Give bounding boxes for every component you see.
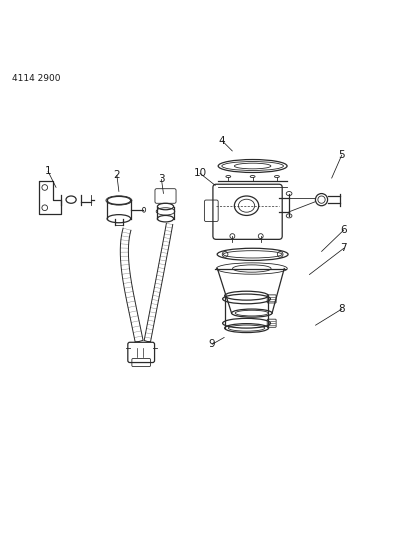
Text: 4: 4: [219, 136, 226, 146]
Text: 5: 5: [339, 150, 345, 160]
Text: 2: 2: [113, 171, 120, 180]
Text: 8: 8: [339, 304, 345, 314]
Text: 6: 6: [341, 225, 347, 235]
Text: 9: 9: [209, 340, 215, 349]
Text: 10: 10: [193, 168, 206, 179]
Text: 3: 3: [158, 174, 165, 184]
Text: 4114 2900: 4114 2900: [11, 74, 60, 83]
Text: 7: 7: [341, 243, 347, 253]
Text: 1: 1: [45, 166, 51, 176]
